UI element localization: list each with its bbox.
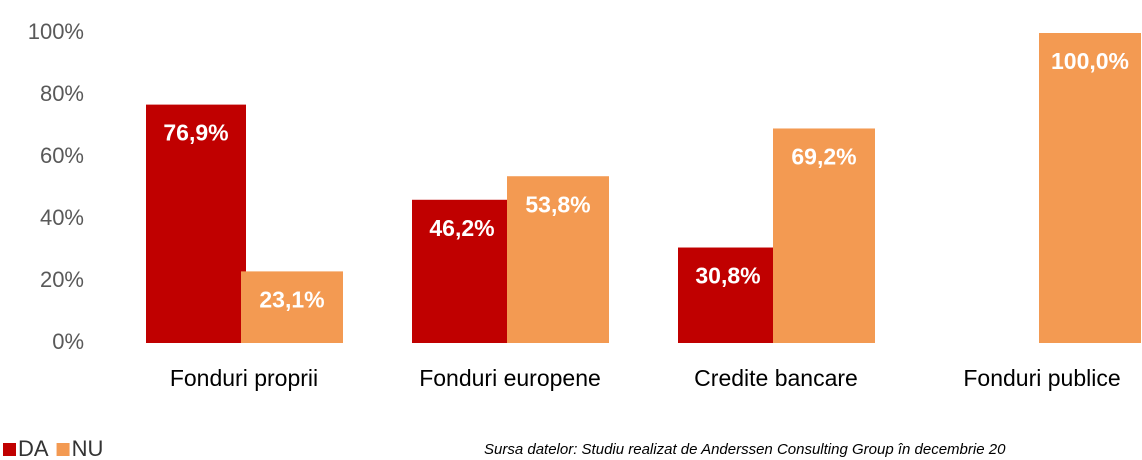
legend-swatch [3, 443, 16, 456]
x-tick-label: Fonduri publice [963, 365, 1120, 391]
y-tick-label: 20% [40, 267, 84, 292]
bar [507, 176, 609, 343]
value-label: 69,2% [791, 144, 856, 170]
y-tick-label: 80% [40, 81, 84, 106]
bar [146, 104, 246, 343]
x-tick-label: Fonduri proprii [170, 365, 318, 391]
value-label: 100,0% [1051, 48, 1129, 74]
legend-label: DA [18, 436, 49, 460]
value-label: 53,8% [525, 191, 590, 217]
y-tick-label: 0% [52, 329, 84, 354]
y-tick-label: 100% [28, 19, 84, 44]
value-label: 76,9% [163, 120, 228, 146]
x-tick-label: Credite bancare [694, 365, 858, 391]
bar [678, 247, 778, 343]
legend-swatch [56, 443, 70, 456]
x-tick-label: Fonduri europene [419, 365, 601, 391]
bar [773, 128, 875, 343]
legend-label: NU [72, 436, 104, 460]
bar [412, 199, 512, 343]
bar [241, 271, 343, 343]
y-tick-label: 60% [40, 143, 84, 168]
value-label: 46,2% [429, 215, 494, 241]
bar [1039, 33, 1141, 343]
source-note: Sursa datelor: Studiu realizat de Anders… [484, 441, 1006, 458]
value-label: 23,1% [259, 286, 324, 312]
value-label: 30,8% [695, 263, 760, 289]
y-tick-label: 40% [40, 205, 84, 230]
